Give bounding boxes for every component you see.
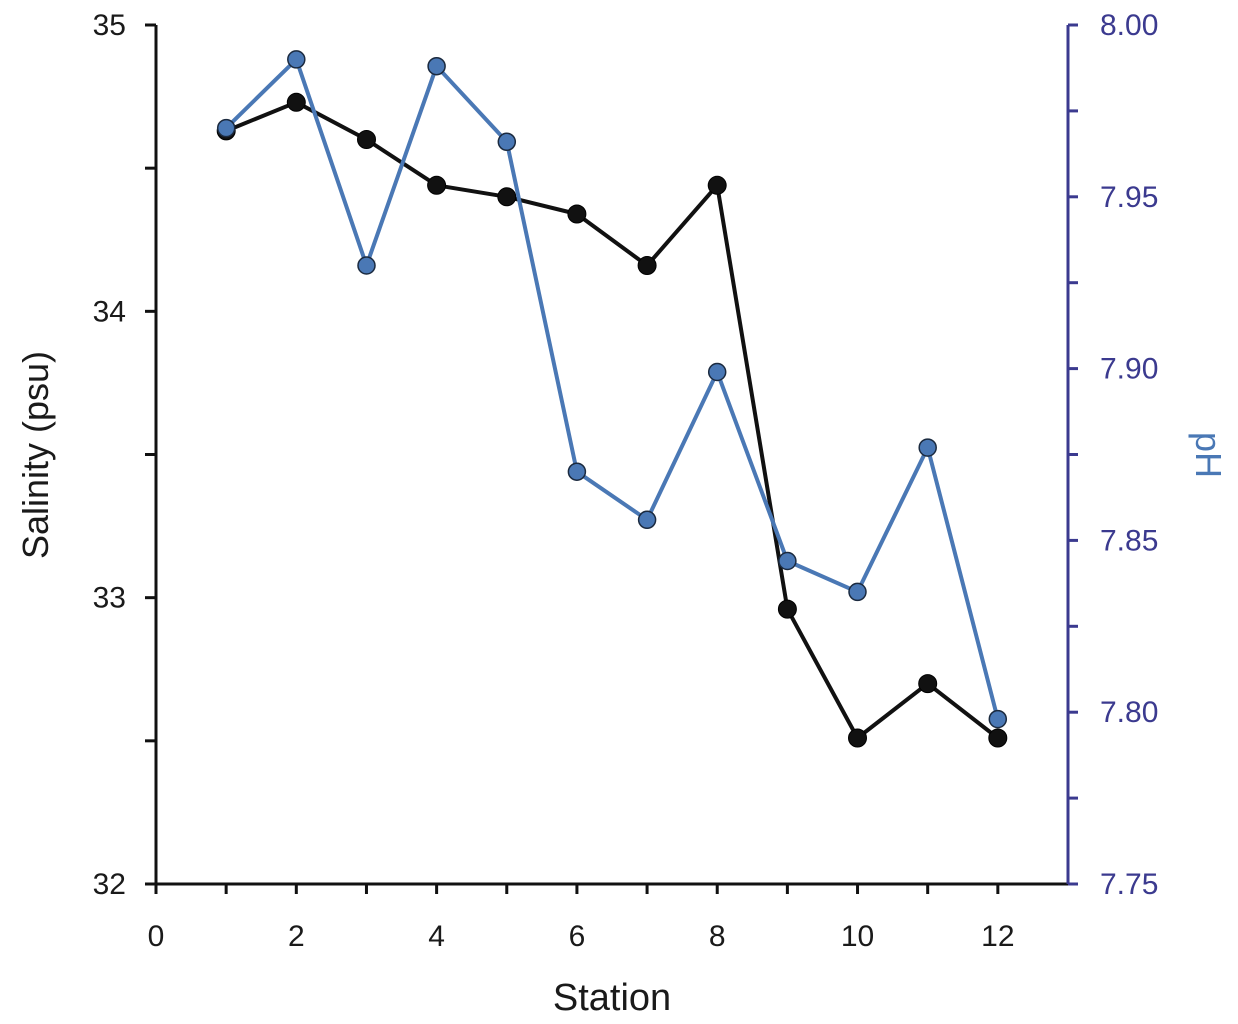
salinity-point	[567, 204, 587, 224]
salinity-line	[225, 100, 1000, 740]
y2-tick-label: 7.95	[1100, 181, 1158, 214]
salinity-point	[848, 728, 867, 748]
salinity-point	[637, 256, 657, 275]
ph-point	[497, 132, 517, 152]
ph-point	[357, 256, 376, 275]
x-tick-label: 6	[569, 920, 586, 953]
axis-labels-group: Salinity (psu) pH Station	[15, 351, 1229, 1019]
salinity-point	[497, 187, 517, 207]
series-group	[216, 50, 1008, 748]
salinity-point	[357, 130, 376, 149]
x-axis-label: Station	[553, 977, 671, 1019]
x-tick-label: 4	[428, 920, 445, 953]
y-tick-label: 32	[93, 868, 126, 901]
ph-point	[637, 510, 657, 530]
ph-point	[567, 462, 587, 481]
ph-line	[224, 57, 1000, 720]
y-axis-label: Salinity (psu)	[15, 351, 56, 559]
salinity-point	[707, 175, 727, 195]
y-tick-label: 34	[93, 295, 126, 328]
ph-series	[216, 50, 1008, 729]
y2-tick-label: 7.90	[1100, 353, 1158, 386]
ph-point	[216, 118, 236, 138]
ph-point	[848, 582, 867, 602]
ph-point	[778, 551, 797, 571]
ph-point	[707, 362, 727, 382]
y2-tick-label: 7.80	[1100, 696, 1158, 729]
salinity-point	[777, 599, 797, 619]
axes-group: 32 33 34 35 7.75 7.80 7.85 7.90 7.95 8.00 0 2 4 6 8 10 1…	[93, 9, 1159, 953]
ph-point	[287, 50, 306, 69]
salinity-point	[988, 728, 1008, 748]
x-tick-label: 0	[148, 920, 165, 953]
salinity-series	[216, 92, 1008, 748]
salinity-point	[286, 92, 306, 112]
x-tick-label: 10	[841, 920, 874, 953]
ph-point	[427, 56, 446, 76]
y-tick-label: 35	[93, 9, 126, 42]
ph-point	[918, 438, 937, 457]
y-tick-label: 33	[93, 582, 126, 615]
salinity-point	[918, 674, 938, 694]
x-tick-label: 12	[981, 920, 1014, 953]
salinity-point	[427, 175, 447, 195]
y2-axis-label: pH	[1188, 432, 1229, 478]
y2-tick-label: 7.75	[1100, 868, 1158, 901]
y2-tick-label: 7.85	[1100, 524, 1158, 557]
y2-tick-label: 8.00	[1100, 9, 1158, 42]
x-tick-label: 2	[288, 920, 305, 953]
ph-point	[988, 709, 1008, 729]
x-tick-label: 8	[709, 920, 726, 953]
